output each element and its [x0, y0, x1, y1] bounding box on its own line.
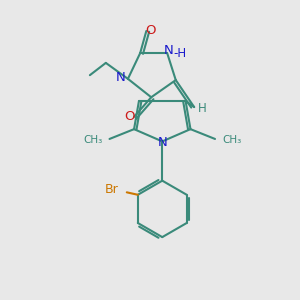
- Text: -H: -H: [173, 46, 187, 60]
- Text: N: N: [116, 71, 126, 84]
- Text: CH₃: CH₃: [222, 135, 241, 145]
- Text: H: H: [198, 102, 206, 115]
- Text: N: N: [158, 136, 167, 149]
- Text: O: O: [146, 25, 156, 38]
- Text: Br: Br: [104, 183, 118, 196]
- Text: N: N: [164, 44, 173, 57]
- Text: CH₃: CH₃: [83, 135, 103, 145]
- Text: O: O: [124, 110, 135, 123]
